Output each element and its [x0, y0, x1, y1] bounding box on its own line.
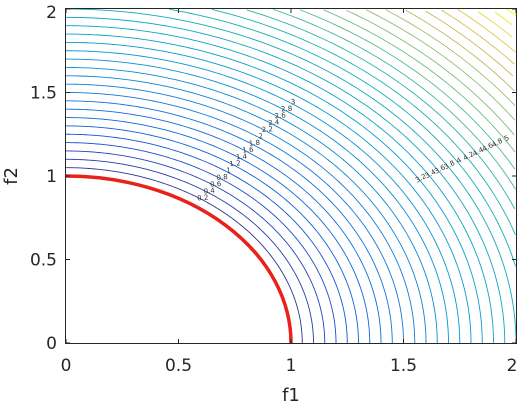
contour-level-label: 0.8	[216, 173, 228, 182]
contour-line	[385, 9, 516, 107]
x-tick-label: 1.5	[390, 356, 417, 376]
contour-line	[365, 9, 516, 121]
contour-line	[65, 100, 393, 344]
contour-line	[65, 67, 438, 344]
contour-line	[494, 11, 513, 26]
contour-line	[65, 83, 416, 344]
contour-line	[65, 25, 494, 344]
y-tick-label: 0	[46, 334, 57, 354]
y-axis-label: f2	[1, 167, 22, 185]
contour-line	[65, 8, 517, 344]
contour-level-label: 1.8	[249, 139, 261, 148]
contour-line	[65, 117, 371, 344]
contour-line	[65, 75, 427, 344]
contour-lines	[65, 8, 517, 344]
contour-line	[246, 9, 516, 210]
contour-line	[478, 11, 513, 38]
contour-line	[65, 158, 314, 344]
contour-line	[506, 8, 517, 16]
contour-level-label: 2.4	[268, 118, 280, 127]
contour-level-label: 1	[226, 166, 231, 174]
contour-level-label: 2.2	[261, 125, 273, 134]
contour-level-label: 4.8	[490, 137, 504, 149]
unit-circle-highlight	[65, 174, 293, 344]
contour-line	[323, 9, 516, 153]
plot-area-border	[65, 8, 517, 344]
contour-level-label: 2.8	[281, 105, 293, 114]
contour-level-label: 2.6	[274, 111, 286, 120]
contour-line	[65, 41, 472, 344]
contour-line	[65, 125, 359, 344]
y-tick-label: 1.5	[30, 84, 57, 104]
contour-level-label: 5	[503, 134, 511, 143]
contour-level-label: 2	[258, 132, 263, 140]
contour-level-label: 0.6	[210, 180, 222, 189]
contour-line	[65, 150, 326, 344]
contour-line	[346, 10, 515, 135]
x-axis-label: f1	[282, 385, 300, 406]
contour-labels-inner: 0.20.40.60.811.21.41.61.822.22.42.62.83	[197, 98, 296, 202]
x-tick-label: 0	[61, 356, 72, 376]
contour-level-label: 1.6	[242, 146, 254, 155]
contour-line	[65, 133, 348, 344]
contour-line	[211, 9, 516, 235]
contour-line	[441, 9, 515, 65]
contour-line	[65, 50, 461, 344]
contour-line	[65, 16, 506, 344]
y-axis-ticks: 0 0.5 1 1.5 2	[30, 3, 516, 354]
contour-level-label: 1.4	[236, 152, 248, 161]
contour-level-label: 0.2	[197, 194, 209, 203]
x-tick-label: 2	[507, 356, 518, 376]
contour-line	[65, 167, 303, 344]
y-tick-label: 2	[46, 3, 57, 23]
contour-line	[457, 8, 516, 53]
contour-level-label: 4	[455, 156, 463, 165]
contour-line	[405, 9, 515, 92]
y-tick-label: 0.5	[30, 251, 57, 271]
contour-level-label: 3	[291, 98, 296, 106]
contour-line	[300, 9, 516, 170]
contour-line	[65, 142, 337, 344]
y-tick-label: 1	[46, 167, 57, 187]
contour-line	[425, 10, 514, 77]
contour-level-label: 0.4	[203, 187, 215, 196]
contour-level-label: 3.8	[443, 159, 457, 171]
x-tick-label: 1	[286, 356, 297, 376]
x-axis-ticks: 0 0.5 1 1.5 2	[61, 9, 518, 376]
contour-level-label: 1.2	[229, 159, 241, 168]
x-tick-label: 0.5	[165, 356, 192, 376]
contour-line	[169, 8, 516, 267]
contour-line	[65, 33, 483, 344]
contour-line	[65, 92, 404, 344]
contour-line	[65, 58, 449, 344]
contour-line	[65, 108, 382, 344]
contour-line	[273, 8, 516, 190]
